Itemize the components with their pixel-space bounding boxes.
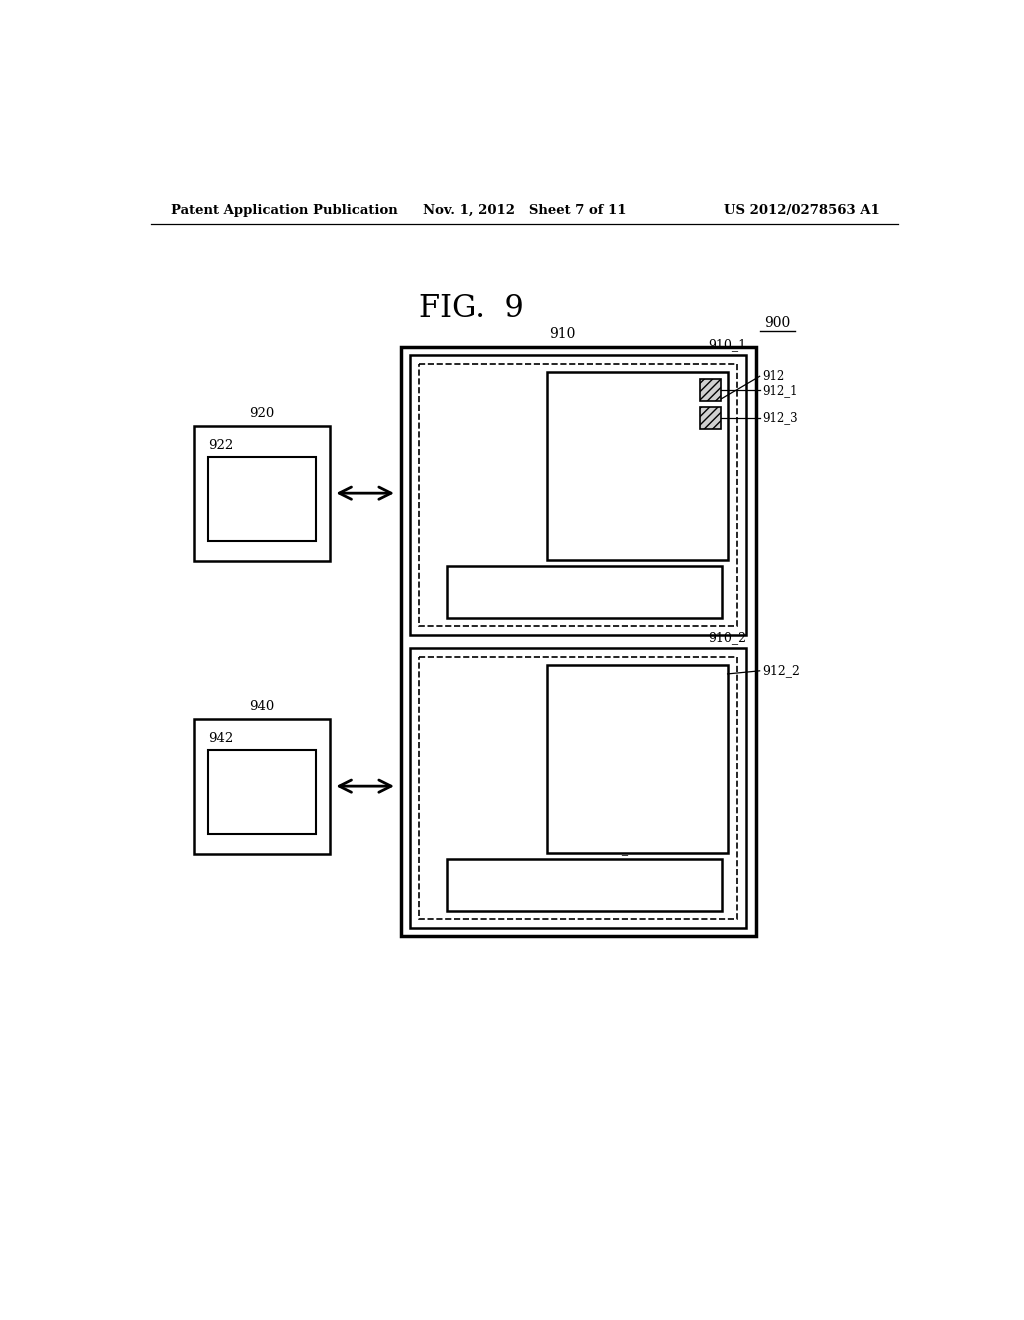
Text: 914_2: 914_2 [598,842,636,855]
Text: 920: 920 [249,407,274,420]
Bar [194,719,330,854]
Bar [547,372,728,561]
Text: 912_3: 912_3 [762,412,798,425]
Text: SECOND
REGISTER: SECOND REGISTER [229,777,294,807]
Bar [446,859,722,911]
Text: 900: 900 [764,315,791,330]
Text: 912_1: 912_1 [762,384,798,397]
Text: 942: 942 [208,733,233,744]
Bar [420,657,737,919]
Bar [410,355,746,635]
Text: US 2012/0278563 A1: US 2012/0278563 A1 [724,205,880,218]
Bar [699,379,722,401]
Bar [420,364,737,626]
Text: DATA STORAGE
UNIT: DATA STORAGE UNIT [562,480,657,508]
Text: INPUT/OUTPUT
CIRCUIT UNIT: INPUT/OUTPUT CIRCUIT UNIT [538,871,631,899]
Text: FIG.  9: FIG. 9 [419,293,523,325]
Bar [208,750,315,834]
Text: DATA STORAGE
UNIT: DATA STORAGE UNIT [589,744,685,774]
Text: FIRST
REGISTER: FIRST REGISTER [229,484,294,513]
Bar [547,665,728,854]
Text: 910: 910 [550,327,575,341]
Text: 940: 940 [249,700,274,713]
Text: 910_1: 910_1 [709,338,746,351]
Bar [400,347,756,936]
Bar [194,426,330,561]
Text: 922: 922 [208,440,233,451]
Text: INPUT/OUTPUT
CIRCUIT UNIT: INPUT/OUTPUT CIRCUIT UNIT [538,578,631,606]
Text: 912_2: 912_2 [762,664,800,677]
Bar [699,407,722,429]
Text: Nov. 1, 2012   Sheet 7 of 11: Nov. 1, 2012 Sheet 7 of 11 [423,205,627,218]
Text: 910_2: 910_2 [709,631,746,644]
Bar [446,566,722,618]
Bar [208,457,315,541]
Text: 912: 912 [762,370,784,383]
Text: Patent Application Publication: Patent Application Publication [171,205,397,218]
Bar [410,648,746,928]
Text: 914: 914 [598,549,622,562]
